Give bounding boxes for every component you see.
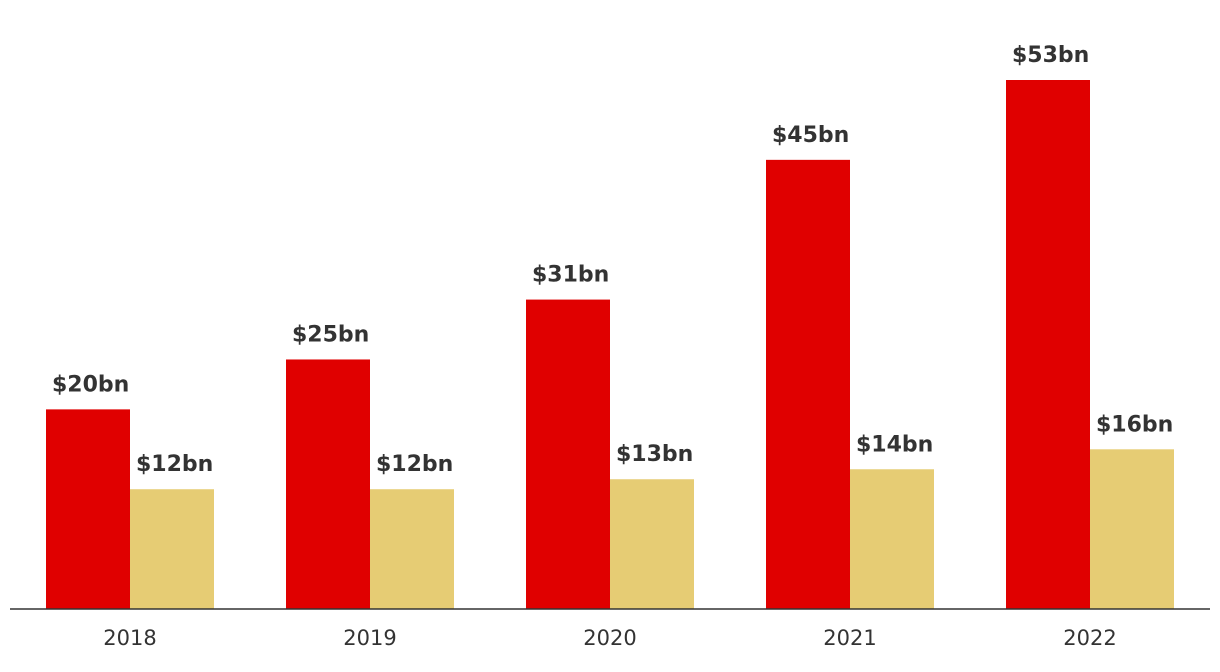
x-tick-label-2020: 2020: [583, 626, 636, 650]
value-label-2018-series-1: $20bn: [52, 372, 129, 397]
x-tick-labels-group: 2018 2019 2020 2021 2022: [103, 626, 1116, 650]
value-label-2022-series-2: $16bn: [1096, 412, 1173, 437]
bar-2020-series-2: [610, 479, 694, 609]
x-tick-label-2018: 2018: [103, 626, 156, 650]
bar-2022-series-1: [1006, 80, 1090, 609]
value-label-2018-series-2: $12bn: [136, 452, 213, 477]
bar-2020-series-1: [526, 299, 610, 609]
bars-group: [46, 80, 1174, 609]
bar-2021-series-2: [850, 469, 934, 609]
value-label-2019-series-1: $25bn: [292, 322, 369, 347]
value-label-2020-series-2: $13bn: [616, 442, 693, 467]
bar-2019-series-1: [286, 359, 370, 609]
value-label-2020-series-1: $31bn: [532, 263, 609, 288]
value-labels-group: $20bn $12bn $25bn $12bn $31bn $13bn $45bn $14bn…: [52, 43, 1173, 477]
value-label-2021-series-2: $14bn: [856, 432, 933, 457]
bar-2019-series-2: [370, 489, 454, 609]
value-label-2022-series-1: $53bn: [1012, 43, 1089, 68]
bar-2021-series-1: [766, 159, 850, 609]
x-tick-label-2019: 2019: [343, 626, 396, 650]
value-label-2019-series-2: $12bn: [376, 452, 453, 477]
value-label-2021-series-1: $45bn: [772, 123, 849, 148]
x-tick-label-2021: 2021: [823, 626, 876, 650]
x-tick-label-2022: 2022: [1063, 626, 1116, 650]
bar-2018-series-1: [46, 409, 130, 609]
bar-2018-series-2: [130, 489, 214, 609]
bar-2022-series-2: [1090, 449, 1174, 609]
